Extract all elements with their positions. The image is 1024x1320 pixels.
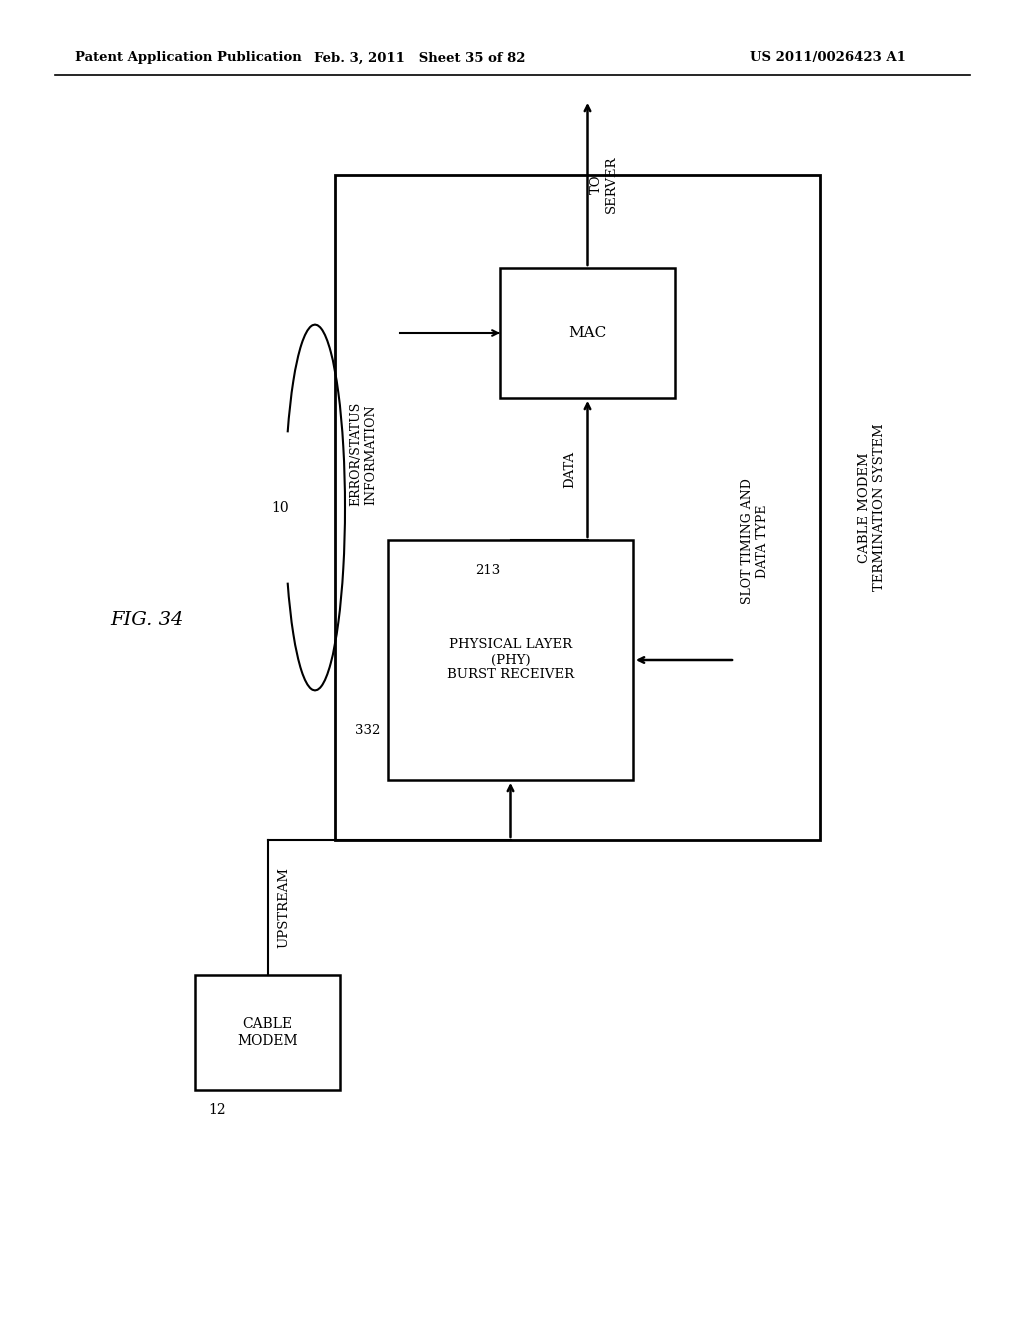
Text: DATA: DATA [563,450,575,487]
Bar [335,176,820,840]
Bar [388,540,633,780]
Text: 332: 332 [354,723,380,737]
Text: 10: 10 [271,500,289,515]
Text: CABLE
MODEM: CABLE MODEM [238,1018,298,1048]
Text: UPSTREAM: UPSTREAM [278,867,290,948]
Bar [195,975,340,1090]
Text: ERROR/STATUS
INFORMATION: ERROR/STATUS INFORMATION [349,403,377,507]
Text: TO
SERVER: TO SERVER [590,156,617,213]
Text: FIG. 34: FIG. 34 [110,611,183,630]
Text: MAC: MAC [568,326,606,341]
Text: PHYSICAL LAYER
(PHY)
BURST RECEIVER: PHYSICAL LAYER (PHY) BURST RECEIVER [446,639,574,681]
Text: Patent Application Publication: Patent Application Publication [75,51,302,65]
Text: 12: 12 [208,1104,225,1117]
Text: SLOT TIMING AND
DATA TYPE: SLOT TIMING AND DATA TYPE [741,478,769,603]
Text: US 2011/0026423 A1: US 2011/0026423 A1 [750,51,906,65]
Text: 213: 213 [475,564,501,577]
Text: Feb. 3, 2011   Sheet 35 of 82: Feb. 3, 2011 Sheet 35 of 82 [314,51,525,65]
Text: CABLE MODEM
TERMINATION SYSTEM: CABLE MODEM TERMINATION SYSTEM [858,424,886,591]
Bar [500,268,675,399]
